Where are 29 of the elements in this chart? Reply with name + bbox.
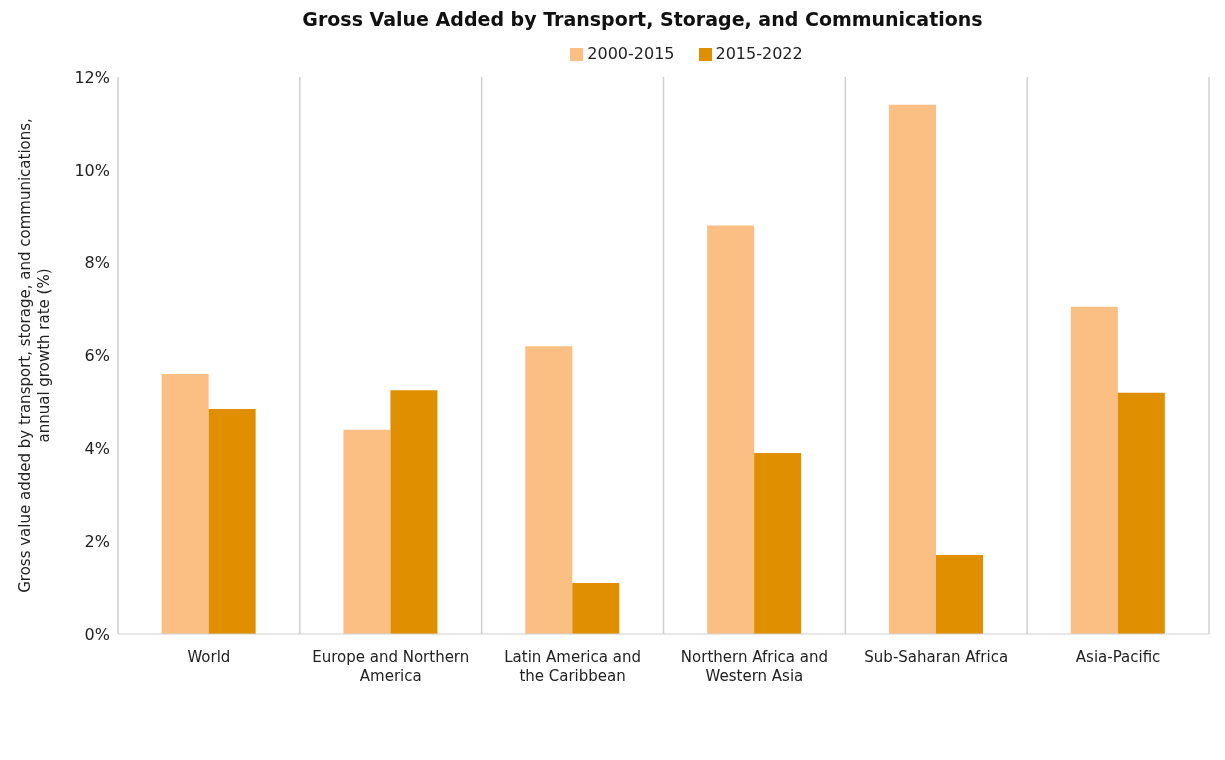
chart-title: Gross Value Added by Transport, Storage, and Communications bbox=[301, 8, 984, 30]
x-tick-label: Asia-Pacific bbox=[1075, 648, 1161, 666]
bar bbox=[343, 429, 391, 634]
bar bbox=[161, 374, 209, 634]
bar bbox=[707, 225, 755, 634]
y-tick-label: 0% bbox=[84, 624, 110, 644]
x-tick-label: Latin America and the Caribbean bbox=[504, 648, 641, 685]
bar bbox=[572, 582, 620, 634]
bar bbox=[1117, 392, 1165, 634]
y-tick-label: 2% bbox=[84, 531, 110, 551]
y-tick-label: 10% bbox=[74, 160, 110, 180]
x-tick-label: Sub-Saharan Africa bbox=[864, 648, 1009, 666]
x-tick-label: World bbox=[187, 648, 231, 666]
legend-label: 2015-2022 bbox=[715, 44, 803, 63]
y-axis-title: Gross value added by transport, storage, and communications, annual growth rate (%) bbox=[16, 118, 53, 593]
bar bbox=[525, 346, 573, 634]
y-tick-label: 4% bbox=[84, 439, 110, 459]
y-tick-label: 6% bbox=[84, 346, 110, 366]
x-tick-label: Europe and Northern America bbox=[312, 648, 470, 685]
bar bbox=[208, 408, 256, 634]
x-tick-label: Northern Africa and Western Asia bbox=[680, 648, 828, 685]
bar bbox=[888, 104, 936, 634]
bar bbox=[1070, 306, 1118, 634]
y-tick-label: 12% bbox=[74, 67, 110, 87]
bar bbox=[935, 555, 983, 634]
bar bbox=[390, 390, 438, 634]
bar bbox=[754, 452, 802, 634]
legend-label: 2000-2015 bbox=[587, 44, 675, 63]
y-tick-label: 8% bbox=[84, 253, 110, 273]
